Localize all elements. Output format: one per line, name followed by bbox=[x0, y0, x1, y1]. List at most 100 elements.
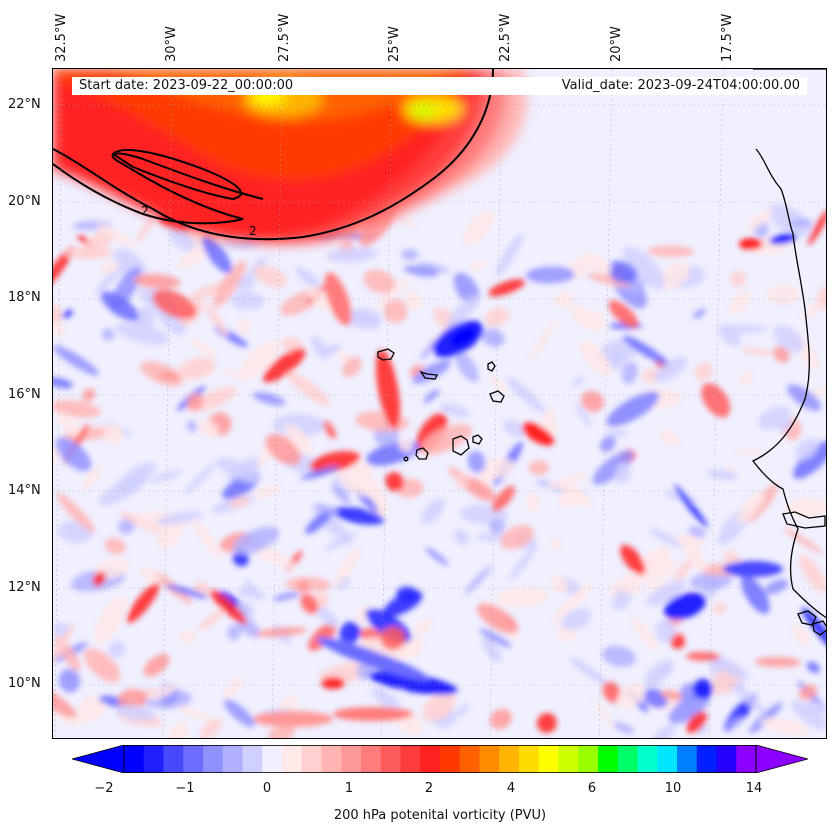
pv-anomaly bbox=[324, 531, 358, 552]
pv-anomaly bbox=[334, 547, 361, 587]
coastlines bbox=[377, 69, 826, 636]
colorbar-extend-low bbox=[72, 745, 125, 773]
lat-label: 14°N bbox=[8, 483, 41, 498]
pv-anomaly bbox=[422, 691, 456, 722]
pv-field-map: 2 2 bbox=[53, 69, 826, 738]
pv-anomaly bbox=[569, 656, 608, 686]
pv-anomaly bbox=[192, 386, 237, 412]
pv-anomaly bbox=[620, 574, 642, 596]
pv-anomaly bbox=[94, 257, 130, 295]
colorbar-tick-label: 14 bbox=[745, 781, 763, 796]
pv-anomaly bbox=[468, 260, 488, 271]
pv-anomaly bbox=[58, 669, 81, 693]
pv-anomaly bbox=[253, 264, 287, 288]
pv-anomaly bbox=[789, 218, 813, 228]
pv-anomaly bbox=[455, 351, 479, 383]
pv-anomaly bbox=[184, 463, 215, 495]
pv-anomaly bbox=[254, 484, 282, 499]
pv-anomaly bbox=[143, 653, 170, 677]
colorbar-tick-label: −1 bbox=[175, 781, 195, 796]
pv-anomaly bbox=[758, 406, 791, 430]
colorbar-swatch bbox=[242, 745, 263, 773]
pv-anomaly-strong bbox=[739, 238, 763, 250]
pv-anomaly bbox=[713, 602, 727, 615]
pv-anomaly bbox=[300, 466, 340, 480]
gridlines bbox=[53, 69, 826, 738]
colorbar-swatch bbox=[598, 745, 619, 773]
pv-anomaly-strong bbox=[693, 679, 713, 699]
pv-anomaly-strong bbox=[521, 422, 555, 446]
pv-anomaly bbox=[706, 469, 738, 481]
pv-anomaly bbox=[178, 357, 216, 380]
pv-anomaly bbox=[83, 648, 121, 683]
pv-anomaly bbox=[592, 450, 634, 485]
lon-label: 22.5°W bbox=[498, 13, 513, 62]
pv-anomaly bbox=[748, 702, 783, 734]
pv-anomaly bbox=[760, 717, 809, 736]
start-date-label: Start date: 2023-09-22_00:00:00 bbox=[79, 78, 294, 93]
pv-anomaly bbox=[152, 289, 197, 320]
pv-anomaly bbox=[798, 554, 826, 593]
colorbar-tick-label: 2 bbox=[424, 781, 434, 796]
pv-anomaly bbox=[104, 537, 126, 555]
pv-anomaly bbox=[306, 286, 337, 312]
pv-anomaly bbox=[793, 440, 826, 479]
pv-anomaly bbox=[802, 701, 826, 716]
colorbar-swatch bbox=[677, 745, 698, 773]
pv-anomaly bbox=[730, 270, 747, 288]
pv-anomaly bbox=[715, 325, 768, 334]
pv-anomaly bbox=[474, 533, 508, 542]
pv-anomaly bbox=[423, 389, 440, 404]
pv-anomaly bbox=[467, 450, 486, 473]
pv-anomaly bbox=[53, 446, 60, 462]
info-bar bbox=[72, 77, 807, 95]
colorbar-tick-label: 4 bbox=[506, 781, 516, 796]
pv-anomaly bbox=[733, 447, 767, 456]
colorbar-swatch bbox=[183, 745, 204, 773]
pv-anomaly bbox=[285, 370, 331, 406]
pv-anomaly bbox=[222, 369, 241, 378]
pv-anomaly bbox=[237, 587, 266, 600]
pv-anomaly bbox=[53, 345, 100, 376]
colorbar-swatch bbox=[361, 745, 382, 773]
colorbar-swatch bbox=[301, 745, 322, 773]
pv-anomaly bbox=[488, 279, 526, 297]
pv-anomaly bbox=[335, 349, 351, 362]
lon-label: 25°W bbox=[387, 26, 402, 62]
lon-label: 32.5°W bbox=[54, 13, 69, 62]
pv-anomaly bbox=[149, 470, 182, 483]
pv-anomaly bbox=[350, 308, 382, 327]
pv-anomaly bbox=[526, 492, 541, 513]
pv-anomaly bbox=[255, 627, 308, 637]
pv-anomaly bbox=[55, 437, 92, 472]
pv-anomaly bbox=[93, 595, 128, 644]
pv-anomaly bbox=[405, 290, 422, 310]
colorbar-swatch bbox=[341, 745, 362, 773]
pv-anomaly bbox=[489, 376, 509, 395]
colorbar-swatch bbox=[440, 745, 461, 773]
pv-anomaly bbox=[215, 457, 261, 483]
pv-anomaly bbox=[201, 235, 232, 274]
pv-anomaly bbox=[648, 663, 672, 691]
pv-anomaly bbox=[300, 593, 319, 614]
pv-anomaly bbox=[56, 492, 95, 533]
valid-date-label: Valid_date: 2023-09-24T04:00:00.00 bbox=[561, 78, 800, 93]
pv-anomaly bbox=[689, 572, 732, 591]
pv-anomaly bbox=[198, 607, 227, 631]
colorbar-swatch bbox=[558, 745, 579, 773]
pv-anomaly bbox=[252, 392, 286, 406]
colorbar-swatch bbox=[143, 745, 164, 773]
pv-anomaly bbox=[453, 528, 470, 546]
pv-anomaly bbox=[455, 704, 469, 717]
pv-anomaly bbox=[100, 291, 139, 322]
colorbar-swatch bbox=[459, 745, 480, 773]
pv-anomaly bbox=[115, 705, 156, 721]
pv-anomaly-strong bbox=[333, 707, 413, 721]
colorbar bbox=[72, 745, 808, 773]
pv-anomaly bbox=[766, 284, 801, 306]
pv-anomaly bbox=[807, 209, 826, 245]
pv-anomaly bbox=[227, 624, 241, 641]
pv-anomaly bbox=[688, 525, 706, 539]
pv-anomaly-strong bbox=[368, 671, 458, 695]
pv-anomaly bbox=[308, 622, 337, 651]
